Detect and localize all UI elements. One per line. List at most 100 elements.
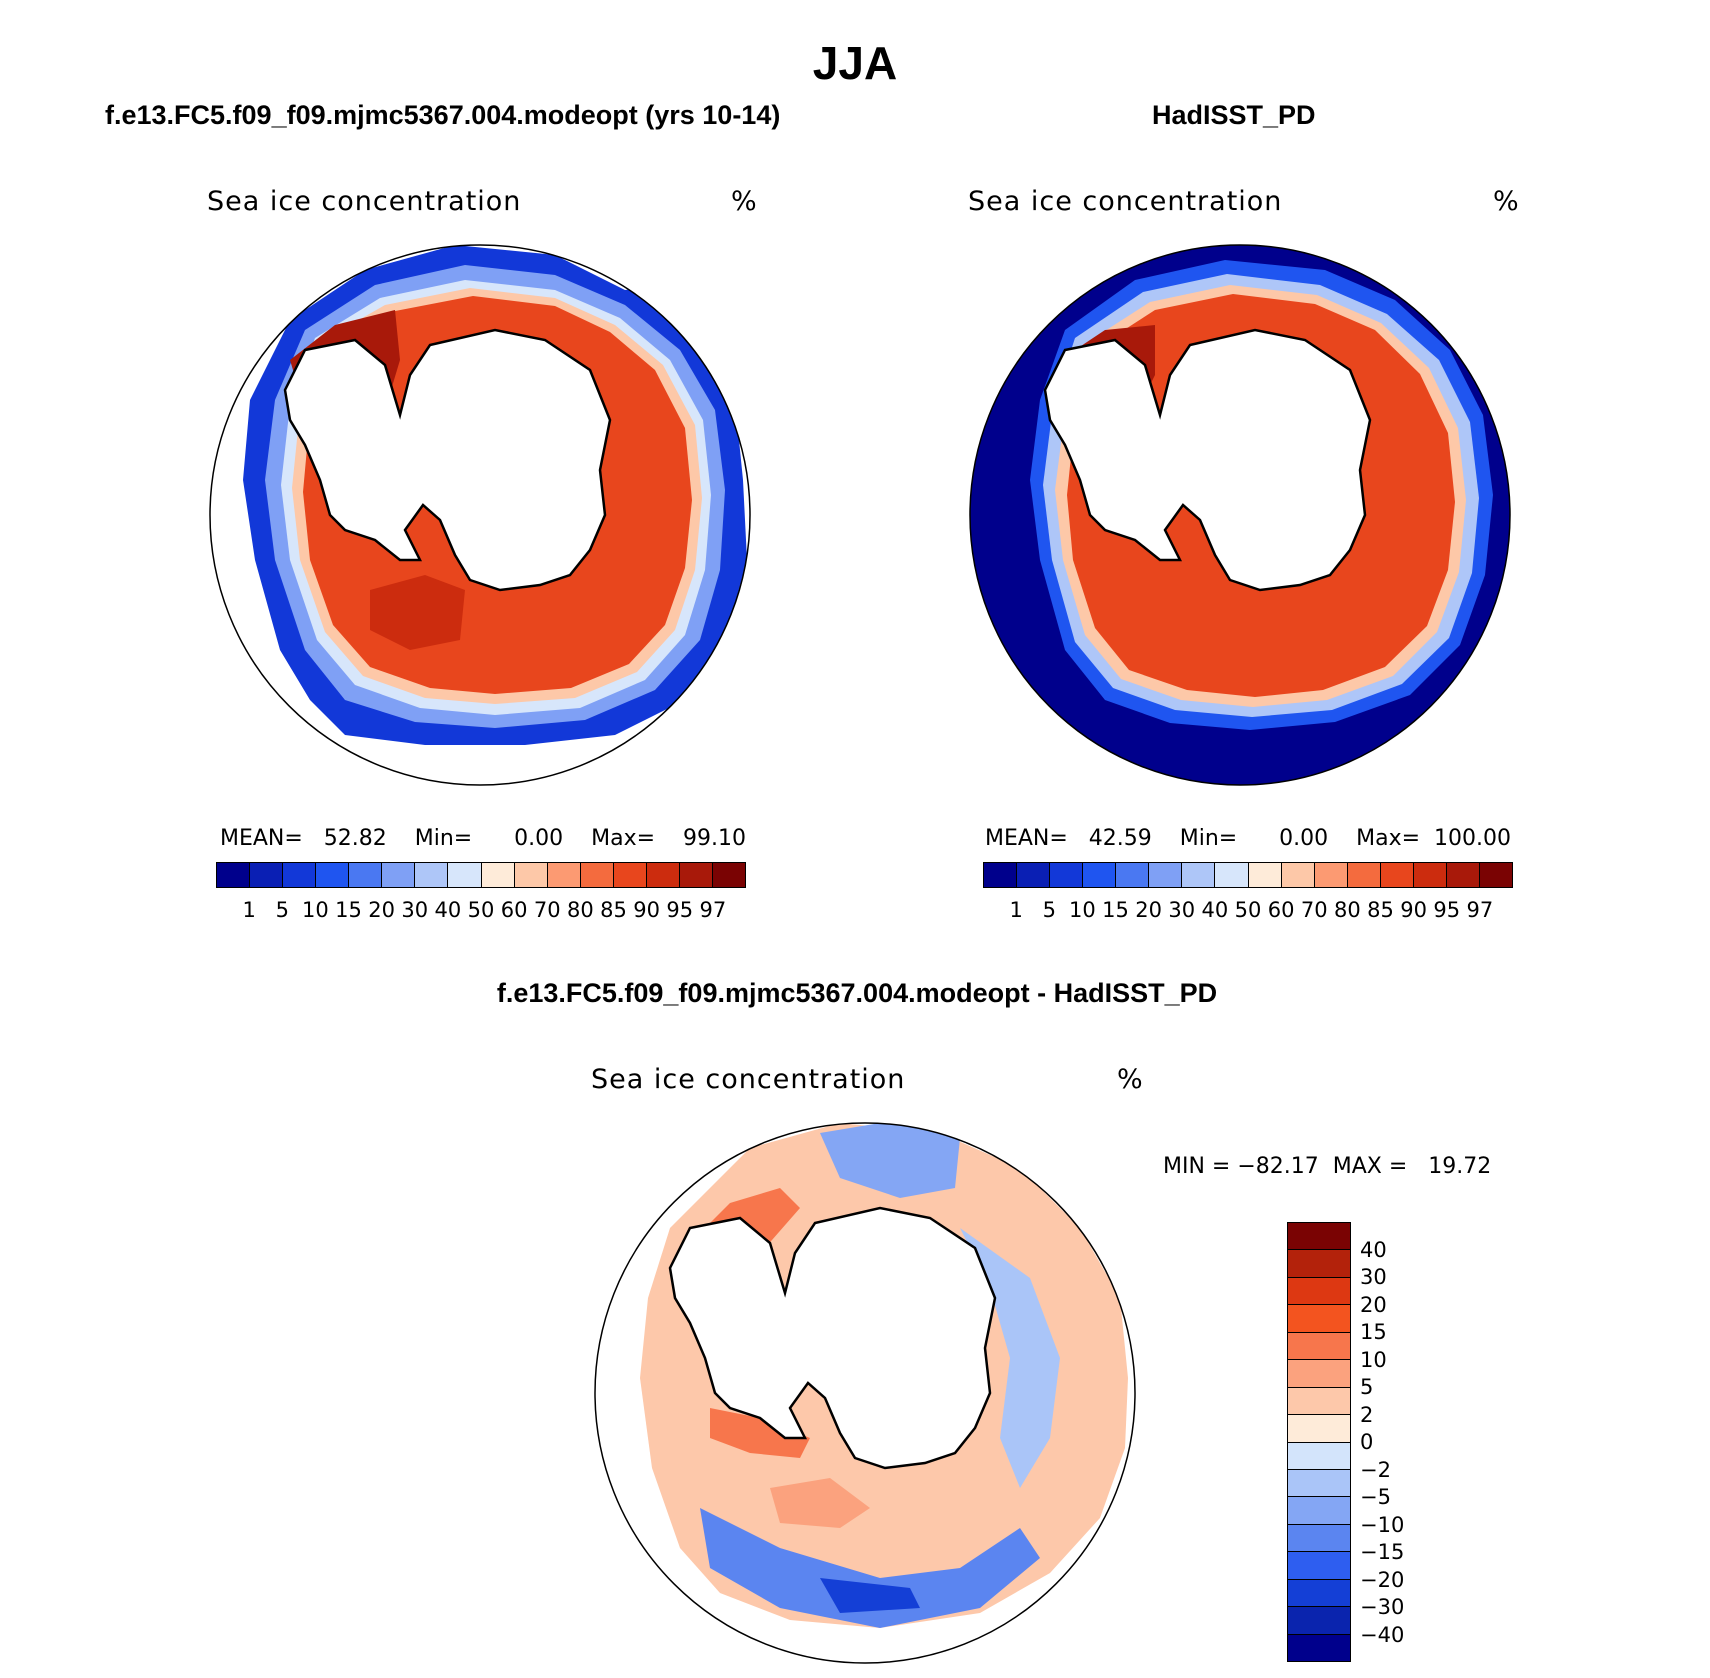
model-colorbar-swatch xyxy=(250,863,284,887)
obs-colorbar-tick-label: 5 xyxy=(1042,898,1056,922)
obs-colorbar xyxy=(983,862,1513,888)
model-antarctica xyxy=(283,328,612,592)
diff-stats: MIN = −82.17 MAX = 19.72 xyxy=(1163,1154,1492,1179)
obs-colorbar-tick-label: 50 xyxy=(1234,898,1262,922)
model-units-label: % xyxy=(731,186,758,217)
diff-colorbar-tick-label: −2 xyxy=(1360,1457,1391,1482)
obs-colorbar-swatch xyxy=(1149,863,1183,887)
obs-panel-title: HadISST_PD xyxy=(1152,100,1316,130)
diff-colorbar-swatch xyxy=(1288,1524,1350,1553)
diff-colorbar-tick-label: 10 xyxy=(1360,1347,1387,1372)
model-polar-map xyxy=(209,244,751,786)
obs-units-label: % xyxy=(1493,186,1520,217)
diff-colorbar-swatch xyxy=(1288,1469,1350,1498)
model-colorbar-tick-label: 20 xyxy=(368,898,395,922)
diff-colorbar-swatch xyxy=(1288,1277,1350,1306)
figure-title: JJA xyxy=(812,37,898,89)
model-colorbar-tick-label: 97 xyxy=(699,898,727,922)
model-colorbar xyxy=(216,862,746,888)
model-colorbar-swatch xyxy=(646,863,680,887)
obs-stats: MEAN= 42.59 Min= 0.00 Max= 100.00 xyxy=(985,826,1512,851)
obs-colorbar-tick-label: 85 xyxy=(1367,898,1394,922)
obs-colorbar-swatch xyxy=(1050,863,1084,887)
diff-colorbar-tick-label: 30 xyxy=(1360,1265,1387,1289)
model-colorbar-tick-label: 80 xyxy=(567,898,594,922)
model-colorbar-tick-label: 1 xyxy=(242,898,256,922)
diff-colorbar xyxy=(1287,1222,1351,1662)
model-colorbar-swatch xyxy=(349,863,383,887)
obs-colorbar-tick-label: 60 xyxy=(1267,898,1295,922)
diff-colorbar-tick-label: 40 xyxy=(1360,1237,1387,1262)
diff-colorbar-swatch xyxy=(1288,1607,1350,1635)
diff-colorbar-tick-label: −20 xyxy=(1360,1567,1405,1592)
obs-colorbar-tick-label: 1 xyxy=(1009,898,1023,922)
obs-colorbar-tick-label: 20 xyxy=(1135,898,1162,922)
diff-colorbar-tick-label: 0 xyxy=(1360,1430,1374,1454)
obs-colorbar-swatch xyxy=(1281,863,1315,887)
obs-polar-map xyxy=(969,244,1511,786)
diff-colorbar-tick-label: −15 xyxy=(1360,1540,1405,1564)
obs-colorbar-swatch xyxy=(1215,863,1249,887)
obs-colorbar-swatch xyxy=(1446,863,1480,887)
obs-colorbar-ticks: 1 5 10 15 20 30 40 50 60 70 80 85 90 95 97 xyxy=(983,898,1513,924)
obs-antarctica xyxy=(1043,328,1372,592)
model-colorbar-tick-label: 5 xyxy=(275,898,289,922)
diff-colorbar-swatch xyxy=(1288,1250,1350,1278)
model-colorbar-swatch xyxy=(283,863,317,887)
model-colorbar-tick-label: 70 xyxy=(533,898,561,922)
diff-colorbar-ticks: 40 30 20 15 10 5 2 0 −2 −5 −10 −15 −20 −30 −40 xyxy=(1360,1222,1440,1662)
diff-variable-label: Sea ice concentration xyxy=(591,1064,906,1095)
diff-negative-patch-south xyxy=(700,1508,1040,1628)
obs-colorbar-tick-label: 80 xyxy=(1334,898,1361,922)
obs-colorbar-swatch xyxy=(1347,863,1381,887)
obs-colorbar-tick-label: 95 xyxy=(1433,898,1461,922)
obs-map-boundary xyxy=(969,244,1511,786)
diff-colorbar-tick-label: −5 xyxy=(1360,1485,1391,1509)
diff-negative-patch-north xyxy=(820,1123,960,1198)
diff-colorbar-tick-label: 20 xyxy=(1360,1292,1387,1317)
obs-colorbar-tick-label: 15 xyxy=(1102,898,1129,922)
obs-colorbar-tick-label: 10 xyxy=(1069,898,1096,922)
diff-colorbar-swatch xyxy=(1288,1415,1350,1443)
model-panel-title: f.e13.FC5.f09_f09.mjmc5367.004.modeopt (… xyxy=(105,100,781,130)
model-colorbar-tick-label: 30 xyxy=(401,898,429,922)
diff-colorbar-swatch xyxy=(1288,1305,1350,1333)
obs-colorbar-swatch xyxy=(1413,863,1447,887)
model-colorbar-swatch xyxy=(415,863,449,887)
diff-colorbar-swatch xyxy=(1288,1579,1350,1608)
model-colorbar-tick-label: 85 xyxy=(600,898,627,922)
model-colorbar-swatch xyxy=(613,863,647,887)
model-colorbar-swatch xyxy=(316,863,350,887)
model-ice-peak-ross xyxy=(370,575,465,650)
obs-colorbar-tick-label: 90 xyxy=(1400,898,1427,922)
model-colorbar-tick-label: 10 xyxy=(302,898,329,922)
model-colorbar-swatch xyxy=(481,863,515,887)
model-variable-label: Sea ice concentration xyxy=(207,186,522,217)
obs-colorbar-tick-label: 40 xyxy=(1201,898,1229,922)
model-colorbar-swatch xyxy=(679,863,713,887)
model-colorbar-swatch xyxy=(448,863,482,887)
model-colorbar-swatch xyxy=(514,863,548,887)
model-colorbar-tick-label: 40 xyxy=(434,898,462,922)
model-colorbar-swatch xyxy=(580,863,614,887)
diff-colorbar-tick-label: −10 xyxy=(1360,1512,1405,1537)
diff-colorbar-swatch xyxy=(1288,1497,1350,1525)
model-colorbar-ticks: 1 5 10 15 20 30 40 50 60 70 80 85 90 95 97 xyxy=(216,898,746,924)
model-map-boundary xyxy=(209,244,751,786)
diff-colorbar-tick-label: −40 xyxy=(1360,1622,1405,1647)
model-colorbar-swatch xyxy=(217,863,251,887)
obs-colorbar-tick-label: 97 xyxy=(1466,898,1494,922)
diff-colorbar-swatch xyxy=(1288,1442,1350,1470)
obs-variable-label: Sea ice concentration xyxy=(968,186,1283,217)
obs-colorbar-swatch xyxy=(984,863,1018,887)
obs-colorbar-swatch xyxy=(1116,863,1150,887)
model-stats: MEAN= 52.82 Min= 0.00 Max= 99.10 xyxy=(220,826,747,851)
diff-colorbar-swatch xyxy=(1288,1387,1350,1416)
obs-colorbar-swatch xyxy=(1248,863,1282,887)
obs-colorbar-tick-label: 70 xyxy=(1300,898,1328,922)
model-colorbar-tick-label: 90 xyxy=(633,898,660,922)
obs-colorbar-swatch xyxy=(1314,863,1348,887)
diff-negative-patch-east xyxy=(960,1228,1060,1488)
obs-colorbar-swatch xyxy=(1479,863,1512,887)
obs-colorbar-tick-label: 30 xyxy=(1168,898,1196,922)
